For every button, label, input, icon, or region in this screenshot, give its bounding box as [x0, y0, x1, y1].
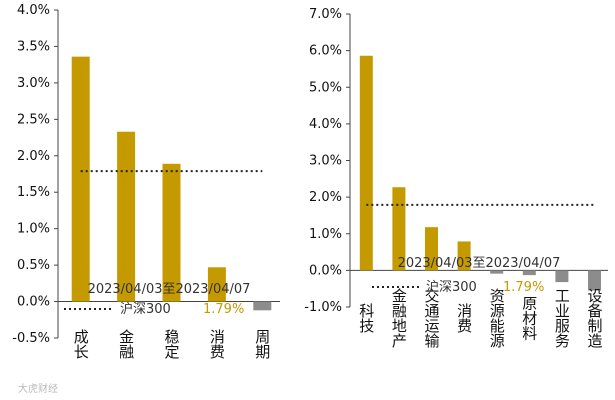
- chart2-category-label: 金融地产: [390, 288, 408, 348]
- chart2-y-tick-label: 5.0%: [309, 80, 342, 95]
- chart2-y-tick-label: 4.0%: [309, 117, 342, 132]
- chart1-bar: [117, 131, 136, 302]
- chart2-bar: [359, 55, 373, 271]
- chart2-y-tick-label: 0.0%: [309, 263, 342, 278]
- chart1-y-tick-label: 0.5%: [17, 258, 50, 273]
- chart2-bar: [425, 227, 438, 271]
- chart1-bar: [162, 163, 181, 302]
- chart1-category-label: 成长: [72, 329, 90, 359]
- chart2-category-label: 原材料: [520, 296, 538, 341]
- chart2-bar: [392, 187, 406, 271]
- chart2-category-label: 设备制造: [586, 288, 604, 349]
- chart2-legend-value: 1.79%: [503, 280, 544, 295]
- chart1-legend-value: 1.79%: [203, 302, 244, 317]
- chart2-category-label: 资源能源: [488, 288, 506, 348]
- chart1-y-tick-label: 1.0%: [17, 222, 50, 237]
- chart1-bar: [71, 56, 90, 302]
- chart2-date-range: 2023/04/03至2023/04/07: [398, 256, 561, 271]
- chart2-category-label: 科技: [357, 303, 375, 334]
- chart2-category-label: 工业服务: [553, 288, 571, 349]
- chart2-legend-name: 沪深300: [426, 279, 477, 295]
- watermark: 大虎财经: [18, 384, 58, 395]
- chart2-bar: [522, 270, 536, 276]
- chart1-y-tick-label: 4.0%: [17, 3, 50, 18]
- chart2-category-label: 消费: [455, 303, 473, 333]
- chart2-y-tick-label: 7.0%: [309, 7, 342, 22]
- chart2-bar: [457, 241, 471, 271]
- chart2-bar: [588, 270, 601, 291]
- chart1-category-label: 周期: [253, 329, 271, 360]
- chart2-category-label: 交通运输: [423, 287, 441, 348]
- chart1-y-tick-label: 0.0%: [17, 295, 50, 310]
- chart1-y-tick-label: 3.0%: [17, 76, 50, 91]
- chart1-bar: [207, 267, 226, 302]
- chart1-y-tick-label: 3.5%: [17, 39, 50, 54]
- chart1-category-label: 消费: [208, 329, 226, 359]
- chart2-bar: [555, 270, 569, 283]
- chart1-legend-name: 沪深300: [120, 301, 171, 317]
- chart1-y-tick-label: 1.5%: [17, 185, 50, 200]
- chart1-y-tick-label: 2.0%: [17, 149, 50, 164]
- chart1-category-label: 金融: [117, 329, 135, 359]
- chart1-date-range: 2023/04/03至2023/04/07: [88, 282, 251, 297]
- chart2-bar: [490, 270, 504, 274]
- chart2-y-tick-label: 6.0%: [309, 44, 342, 59]
- chart2-y-tick-label: -1.0%: [304, 300, 342, 315]
- chart1-bar: [253, 301, 272, 311]
- chart1-y-tick-label: 2.5%: [17, 112, 50, 127]
- chart2-y-tick-label: 3.0%: [309, 154, 342, 169]
- chart2-y-tick-label: 2.0%: [309, 190, 342, 205]
- chart2-y-tick-label: 1.0%: [309, 227, 342, 242]
- chart1-category-label: 稳定: [163, 329, 181, 360]
- chart1-y-tick-label: -0.5%: [12, 331, 50, 346]
